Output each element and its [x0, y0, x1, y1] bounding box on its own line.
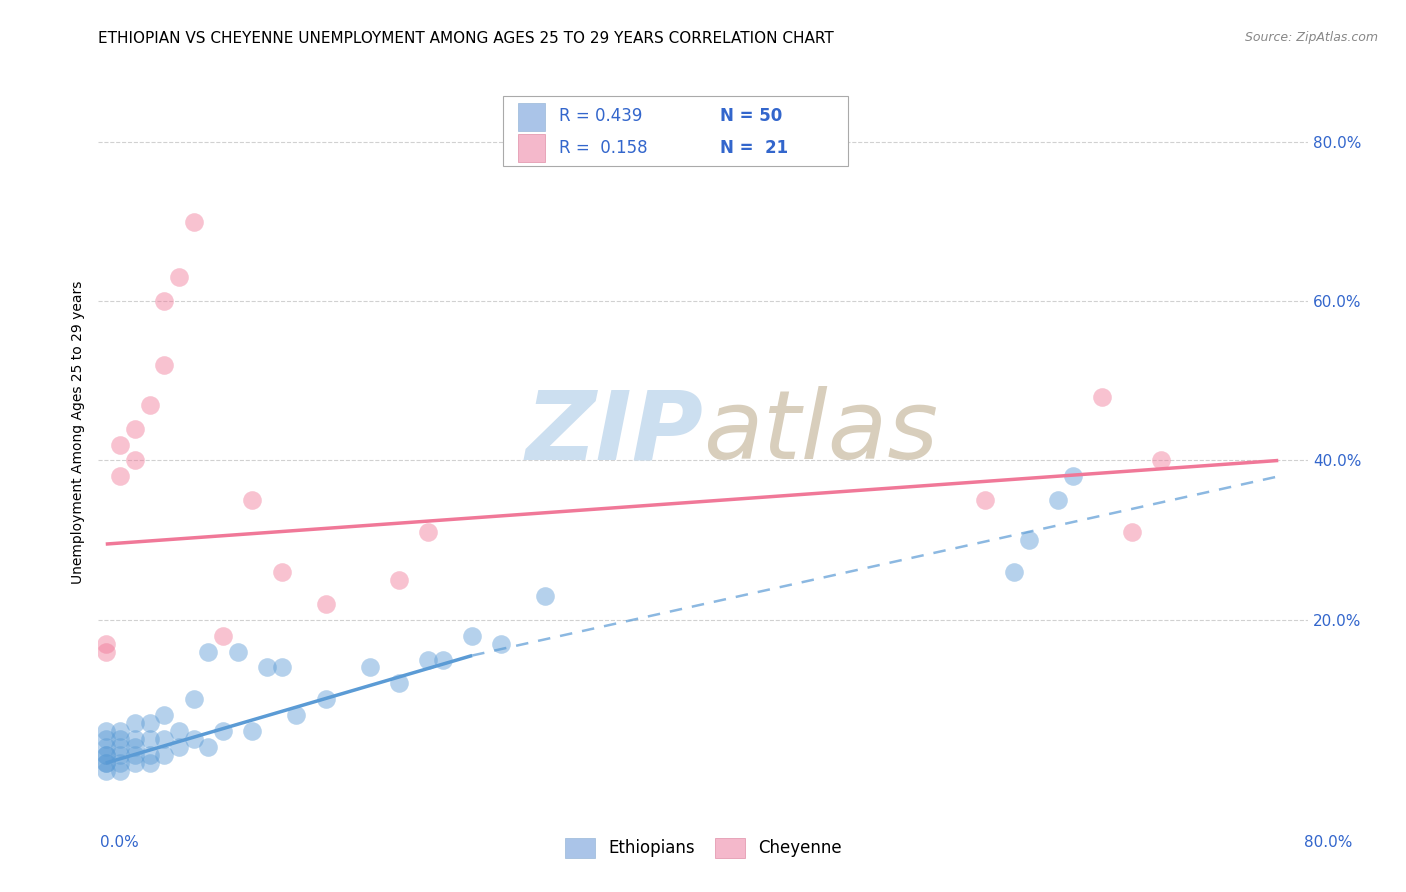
Point [110, 469, 132, 483]
Point [110, 756, 132, 770]
Point [124, 740, 146, 755]
Point [270, 565, 292, 579]
Point [124, 422, 146, 436]
Point [153, 358, 176, 372]
Point [110, 437, 132, 451]
Point [94, 764, 117, 778]
Y-axis label: Unemployment Among Ages 25 to 29 years: Unemployment Among Ages 25 to 29 years [72, 281, 86, 584]
Point [1004, 565, 1026, 579]
Point [359, 660, 381, 674]
Point [94, 756, 117, 770]
Point [197, 644, 219, 658]
Point [974, 493, 997, 508]
Point [167, 740, 190, 755]
Point [124, 453, 146, 467]
Point [1150, 453, 1173, 467]
Point [1091, 390, 1114, 404]
Point [315, 692, 337, 706]
Point [138, 756, 160, 770]
Point [94, 732, 117, 747]
Point [94, 740, 117, 755]
Point [534, 589, 557, 603]
Point [94, 747, 117, 762]
Point [94, 756, 117, 770]
Point [240, 493, 263, 508]
Point [94, 724, 117, 739]
Point [110, 747, 132, 762]
Point [226, 644, 249, 658]
Point [124, 756, 146, 770]
Bar [517, 103, 544, 131]
Point [167, 270, 190, 285]
Point [418, 652, 440, 666]
Text: ETHIOPIAN VS CHEYENNE UNEMPLOYMENT AMONG AGES 25 TO 29 YEARS CORRELATION CHART: ETHIOPIAN VS CHEYENNE UNEMPLOYMENT AMONG… [98, 31, 834, 46]
Point [153, 708, 176, 723]
Text: R =  0.158: R = 0.158 [560, 138, 648, 157]
Text: ZIP: ZIP [524, 386, 703, 479]
Point [183, 214, 205, 228]
Point [212, 629, 235, 643]
Point [138, 716, 160, 731]
Point [1121, 525, 1143, 540]
Point [94, 644, 117, 658]
Point [110, 740, 132, 755]
Legend: Ethiopians, Cheyenne: Ethiopians, Cheyenne [558, 831, 848, 865]
Bar [517, 135, 544, 162]
Text: R = 0.439: R = 0.439 [560, 108, 643, 126]
Text: N = 50: N = 50 [720, 108, 782, 126]
Point [110, 732, 132, 747]
Point [1062, 469, 1084, 483]
Point [418, 525, 440, 540]
Point [110, 724, 132, 739]
FancyBboxPatch shape [503, 95, 848, 166]
Point [153, 732, 176, 747]
Point [138, 732, 160, 747]
Point [183, 732, 205, 747]
Point [124, 732, 146, 747]
Text: N =  21: N = 21 [720, 138, 787, 157]
Point [138, 747, 160, 762]
Point [94, 637, 117, 651]
Point [183, 692, 205, 706]
Point [432, 652, 454, 666]
Point [256, 660, 278, 674]
Point [94, 747, 117, 762]
Point [1047, 493, 1070, 508]
Point [138, 398, 160, 412]
Point [461, 629, 484, 643]
Point [315, 597, 337, 611]
Text: 80.0%: 80.0% [1305, 836, 1353, 850]
Point [124, 747, 146, 762]
Point [388, 676, 411, 690]
Point [270, 660, 292, 674]
Text: Source: ZipAtlas.com: Source: ZipAtlas.com [1244, 31, 1378, 45]
Text: atlas: atlas [703, 386, 938, 479]
Point [110, 764, 132, 778]
Point [212, 724, 235, 739]
Point [124, 716, 146, 731]
Point [153, 294, 176, 309]
Point [153, 747, 176, 762]
Point [285, 708, 308, 723]
Point [388, 573, 411, 587]
Point [1018, 533, 1040, 547]
Point [167, 724, 190, 739]
Point [240, 724, 263, 739]
Point [491, 637, 513, 651]
Point [197, 740, 219, 755]
Text: 0.0%: 0.0% [100, 836, 139, 850]
